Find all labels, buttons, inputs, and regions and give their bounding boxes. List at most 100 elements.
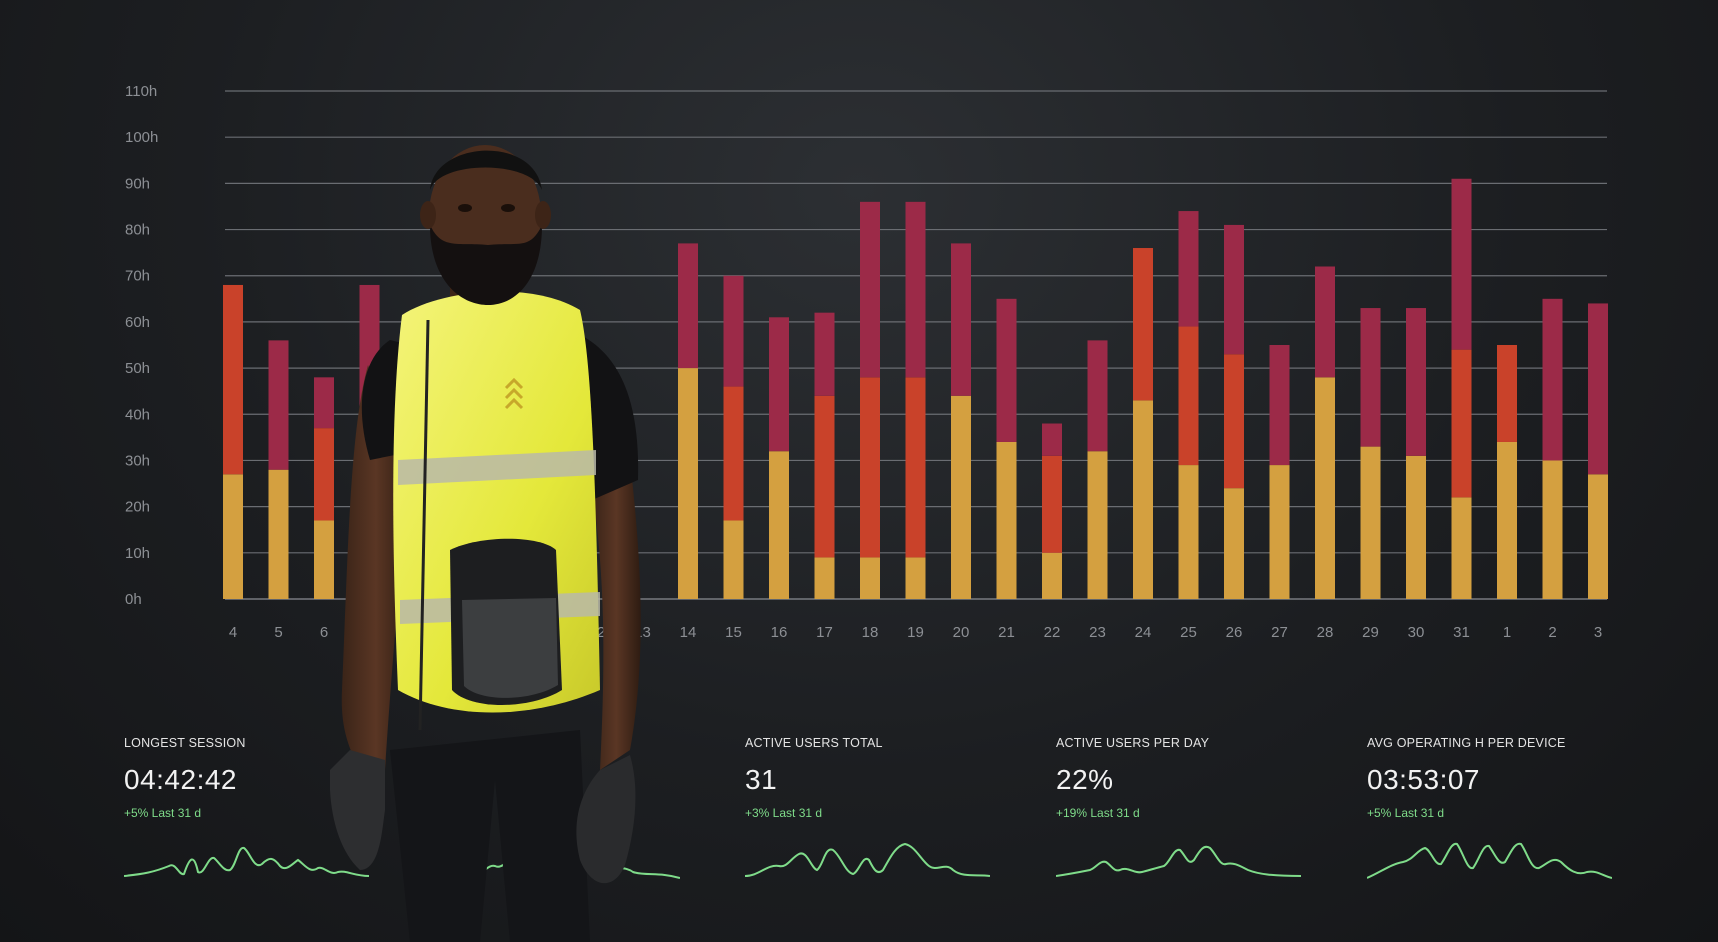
bar-segment — [1360, 446, 1381, 599]
bar-segment — [996, 441, 1017, 599]
sparkline-active-users-per-day — [1056, 845, 1301, 877]
x-tick-label: 4 — [229, 624, 237, 641]
bar-segment — [1542, 298, 1563, 461]
sparkline-active-users-total — [745, 842, 990, 877]
bar-segment — [905, 377, 926, 558]
bar-segment — [1406, 455, 1426, 599]
stat-active-users-per-day: ACTIVE USERS PER DAY 22% +19% Last 31 d — [1056, 736, 1306, 820]
bar-segment — [1451, 178, 1472, 350]
bar-segment — [814, 395, 835, 558]
x-tick-label: 25 — [1180, 624, 1197, 641]
bar-segment — [1224, 354, 1244, 489]
y-tick-label: 80h — [125, 222, 150, 239]
sparkline-avg-operating-hours — [1367, 842, 1612, 879]
y-tick-label: 60h — [125, 314, 150, 331]
y-tick-label: 10h — [125, 545, 150, 562]
x-tick-label: 3 — [1594, 624, 1602, 641]
stat-label: ACTIVE USERS PER DAY — [1056, 736, 1210, 750]
bar-segment — [860, 201, 880, 378]
bar-segment — [314, 520, 334, 599]
bar-segment — [769, 451, 789, 599]
y-tick-label: 30h — [125, 452, 150, 469]
bar-segment — [1133, 400, 1153, 599]
bar-segment — [1178, 326, 1199, 466]
bar-segment — [1451, 349, 1472, 498]
x-tick-label: 19 — [907, 624, 924, 641]
bar-segment — [678, 368, 698, 599]
bar-segment — [268, 340, 289, 470]
y-tick-label: 0h — [125, 591, 142, 608]
bar-segment — [1224, 488, 1244, 599]
bar-segment — [1178, 465, 1199, 599]
bar-segment — [1451, 497, 1472, 599]
bar-segment — [314, 377, 334, 429]
bar-segment — [1269, 465, 1290, 599]
bar-segment — [1588, 474, 1608, 599]
stat-avg-operating-hours: AVG OPERATING H PER DEVICE 03:53:07 +5% … — [1367, 736, 1617, 820]
x-tick-label: 22 — [1044, 624, 1061, 641]
bar-segment — [951, 243, 971, 396]
x-tick-label: 2 — [1548, 624, 1556, 641]
stat-longest-session: LONGEST SESSION 04:42:42 +5% Last 31 d — [124, 736, 374, 820]
y-tick-label: 70h — [125, 268, 150, 285]
bar-segment — [678, 243, 698, 369]
bars — [223, 178, 1608, 599]
bar-segment — [1133, 248, 1153, 401]
bar-segment — [1360, 308, 1381, 447]
x-tick-label: 6 — [320, 624, 328, 641]
bar-segment — [314, 428, 334, 521]
stat-label: AVG OPERATING H PER DEVICE — [1367, 736, 1566, 750]
y-tick-label: 110h — [125, 83, 157, 100]
bar-segment — [860, 377, 880, 558]
stat-label: LONGEST SESSION — [124, 736, 246, 750]
stat-label: ACTIVE USERS TOTAL — [745, 736, 883, 750]
bar-segment — [1588, 303, 1608, 475]
bar-segment — [905, 201, 926, 378]
bar-segment — [1497, 441, 1517, 599]
x-tick-label: 1 — [1503, 624, 1511, 641]
bar-segment — [1042, 455, 1062, 553]
x-tick-label: 28 — [1317, 624, 1334, 641]
x-tick-label: 21 — [998, 624, 1015, 641]
stat-change: +5% Last 31 d — [124, 806, 202, 820]
bar-segment — [723, 275, 744, 387]
x-tick-label: 26 — [1226, 624, 1243, 641]
sparkline-longest-session — [124, 846, 369, 877]
bar-segment — [1542, 460, 1563, 599]
x-tick-label: 14 — [680, 624, 697, 641]
stat-change: +19% Last 31 d — [1056, 806, 1140, 820]
bar-segment — [1406, 308, 1426, 456]
x-tick-label: 5 — [274, 624, 282, 641]
stat-value: 22% — [1056, 764, 1114, 795]
bar-segment — [860, 557, 880, 599]
y-axis-labels: 0h 10h 20h 30h 40h 50h 60h 70h 80h 90h 100h 110h — [125, 83, 158, 608]
bar-segment — [905, 557, 926, 599]
stat-value: 03:53:07 — [1367, 764, 1480, 795]
worker-in-safety-vest — [330, 145, 641, 942]
y-tick-label: 100h — [125, 129, 158, 146]
bar-segment — [723, 520, 744, 599]
stat-change: +3% Last 31 d — [745, 806, 823, 820]
bar-segment — [223, 284, 243, 475]
bar-segment — [814, 557, 835, 599]
bar-segment — [223, 474, 243, 599]
bar-segment — [1315, 377, 1335, 599]
x-tick-label: 17 — [816, 624, 833, 641]
bar-segment — [1087, 451, 1108, 599]
bar-segment — [1042, 552, 1062, 599]
bar-segment — [951, 395, 971, 599]
x-tick-label: 29 — [1362, 624, 1379, 641]
stat-change: +5% Last 31 d — [1367, 806, 1445, 820]
x-tick-label: 23 — [1089, 624, 1106, 641]
y-tick-label: 50h — [125, 360, 150, 377]
bar-segment — [1178, 211, 1199, 327]
y-tick-label: 40h — [125, 406, 150, 423]
y-tick-label: 90h — [125, 175, 150, 192]
bar-segment — [268, 469, 289, 599]
stat-active-users-total: ACTIVE USERS TOTAL 31 +3% Last 31 d — [745, 736, 995, 820]
stat-value: 04:42:42 — [124, 764, 237, 795]
bar-segment — [1269, 345, 1290, 466]
x-tick-label: 24 — [1135, 624, 1152, 641]
x-tick-label: 16 — [771, 624, 788, 641]
stat-value: 31 — [745, 764, 778, 795]
